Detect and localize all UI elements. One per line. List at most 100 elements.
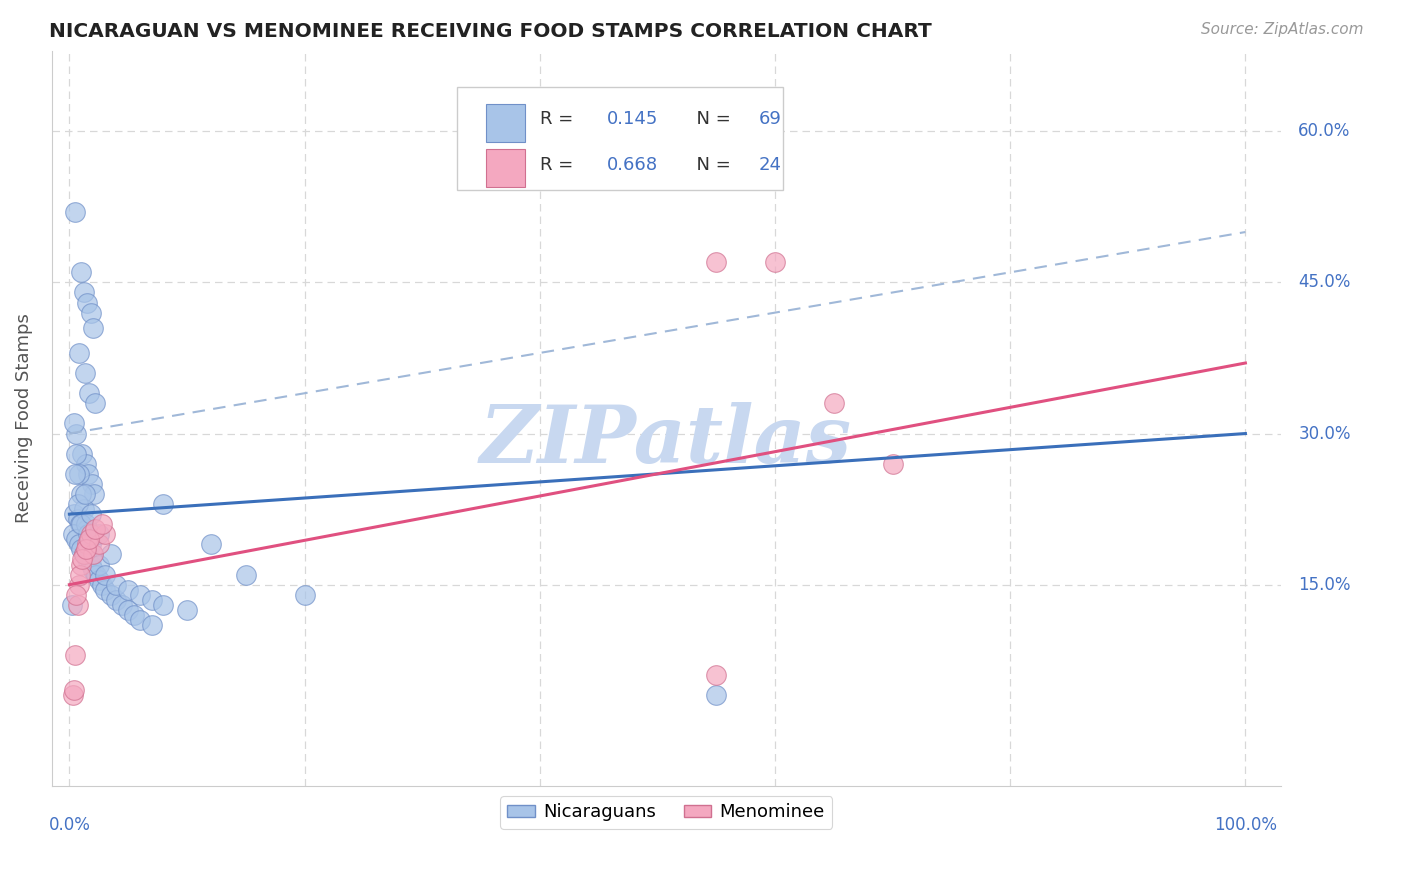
Point xyxy=(65,447,87,461)
Point xyxy=(72,447,94,461)
Text: 30.0%: 30.0% xyxy=(1298,425,1351,442)
Point xyxy=(704,689,727,703)
Point xyxy=(73,366,96,380)
Point xyxy=(82,320,104,334)
Point xyxy=(87,527,110,541)
Point xyxy=(141,618,163,632)
Point xyxy=(62,527,84,541)
Point xyxy=(67,537,90,551)
Bar xyxy=(485,103,524,142)
Point xyxy=(79,305,101,319)
Point xyxy=(76,552,98,566)
Point xyxy=(84,396,107,410)
Point xyxy=(69,567,91,582)
Point xyxy=(152,598,174,612)
Point xyxy=(70,265,93,279)
Point xyxy=(65,648,87,663)
Point xyxy=(79,527,101,541)
Point xyxy=(60,598,83,612)
Point xyxy=(72,548,94,562)
Point xyxy=(72,548,94,562)
Bar xyxy=(485,149,524,187)
Point xyxy=(75,542,97,557)
Point xyxy=(117,603,139,617)
Point xyxy=(63,683,86,698)
Text: 24: 24 xyxy=(758,155,782,174)
Text: NICARAGUAN VS MENOMINEE RECEIVING FOOD STAMPS CORRELATION CHART: NICARAGUAN VS MENOMINEE RECEIVING FOOD S… xyxy=(49,22,932,41)
Point xyxy=(87,537,110,551)
Point xyxy=(72,502,94,516)
Point xyxy=(105,592,128,607)
Text: R =: R = xyxy=(540,155,579,174)
Point xyxy=(65,467,87,481)
Point xyxy=(129,613,152,627)
Point xyxy=(79,533,101,547)
Point xyxy=(67,467,90,481)
Point xyxy=(65,426,87,441)
Point xyxy=(79,507,101,521)
Point xyxy=(122,607,145,622)
Point xyxy=(70,558,93,572)
Point xyxy=(152,497,174,511)
Point xyxy=(704,255,727,269)
Point xyxy=(67,577,90,591)
Point xyxy=(87,573,110,587)
Point xyxy=(235,567,257,582)
Text: 45.0%: 45.0% xyxy=(1298,274,1351,292)
Point xyxy=(63,417,86,431)
Point xyxy=(69,517,91,532)
Point xyxy=(91,517,114,532)
Point xyxy=(129,588,152,602)
Text: Source: ZipAtlas.com: Source: ZipAtlas.com xyxy=(1201,22,1364,37)
Point xyxy=(882,457,904,471)
Point xyxy=(86,567,108,582)
Point xyxy=(70,487,93,501)
Point xyxy=(763,255,786,269)
Point xyxy=(82,563,104,577)
Point xyxy=(65,533,87,547)
Point xyxy=(82,548,104,562)
Point xyxy=(93,527,115,541)
Point xyxy=(117,582,139,597)
Text: N =: N = xyxy=(685,155,737,174)
Point xyxy=(105,577,128,591)
Point xyxy=(79,558,101,572)
Point xyxy=(77,467,100,481)
Point xyxy=(80,477,103,491)
FancyBboxPatch shape xyxy=(457,87,783,190)
Point xyxy=(66,598,89,612)
Text: 0.0%: 0.0% xyxy=(48,816,90,834)
Point xyxy=(100,588,122,602)
Point xyxy=(111,598,134,612)
Point xyxy=(66,497,89,511)
Text: 100.0%: 100.0% xyxy=(1213,816,1277,834)
Point xyxy=(70,542,93,557)
Point xyxy=(823,396,845,410)
Point xyxy=(76,537,98,551)
Point xyxy=(100,548,122,562)
Point xyxy=(200,537,222,551)
Point xyxy=(72,552,94,566)
Point xyxy=(87,558,110,572)
Point xyxy=(75,517,97,532)
Point xyxy=(76,522,98,536)
Text: N =: N = xyxy=(685,110,737,128)
Point xyxy=(93,582,115,597)
Point xyxy=(77,527,100,541)
Point xyxy=(65,588,87,602)
Point xyxy=(82,548,104,562)
Point xyxy=(79,537,101,551)
Point xyxy=(76,295,98,310)
Point xyxy=(63,507,86,521)
Legend: Nicaraguans, Menominee: Nicaraguans, Menominee xyxy=(501,797,832,829)
Point xyxy=(704,668,727,682)
Point xyxy=(79,386,101,401)
Point xyxy=(84,522,107,536)
Point xyxy=(93,567,115,582)
Text: 0.668: 0.668 xyxy=(607,155,658,174)
Point xyxy=(91,577,114,591)
Text: 15.0%: 15.0% xyxy=(1298,575,1351,594)
Point xyxy=(62,689,84,703)
Point xyxy=(75,457,97,471)
Text: ZIPatlas: ZIPatlas xyxy=(481,401,852,479)
